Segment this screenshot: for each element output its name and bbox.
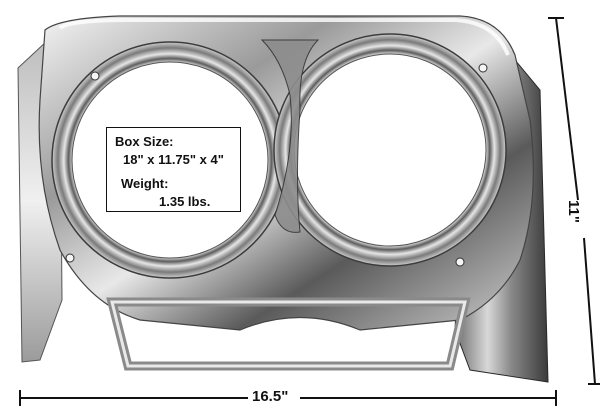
specs-box: Box Size: 18" x 11.75" x 4" Weight: 1.35… [106, 127, 241, 212]
box-size-label: Box Size: [115, 134, 174, 149]
right-headlight-opening [293, 53, 487, 247]
mounting-hole-bottom-left [65, 253, 75, 263]
lower-grille-frame-highlight [110, 300, 467, 368]
mounting-hole-bottom-right [455, 257, 465, 267]
weight-value: 1.35 lbs. [159, 194, 211, 209]
box-size-value: 18" x 11.75" x 4" [123, 152, 224, 167]
weight-label: Weight: [121, 176, 169, 191]
mounting-hole-top-right [478, 63, 488, 73]
mounting-hole-top-left [90, 71, 100, 81]
center-bridge [260, 39, 320, 233]
height-dimension-label: 11" [564, 200, 582, 223]
width-dimension-line [19, 390, 557, 406]
bezel-top-rim [58, 18, 510, 56]
width-dimension-label: 16.5" [252, 388, 289, 405]
height-dimension-line [548, 17, 600, 385]
